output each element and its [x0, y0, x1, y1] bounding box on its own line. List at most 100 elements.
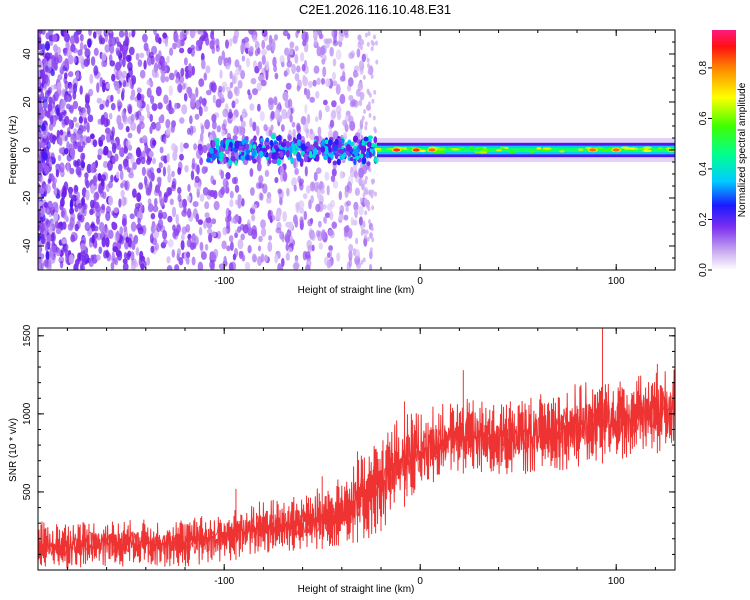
noise-cell: [146, 103, 150, 113]
noise-cell: [358, 177, 363, 187]
noise-cell: [69, 148, 76, 158]
noise-cell: [149, 125, 153, 135]
noise-cell: [157, 37, 162, 45]
noise-cell: [358, 216, 363, 226]
onset-cell: [230, 155, 236, 162]
noise-cell: [225, 172, 231, 180]
noise-cell: [200, 35, 206, 42]
noise-cell: [294, 45, 299, 52]
noise-cell: [274, 177, 279, 184]
noise-cell: [268, 100, 274, 111]
noise-cell: [92, 139, 98, 148]
noise-cell: [77, 49, 83, 57]
noise-cell: [58, 147, 64, 155]
noise-cell: [85, 136, 92, 144]
noise-cell: [133, 261, 139, 268]
noise-cell: [329, 47, 334, 57]
noise-cell: [303, 210, 307, 221]
colorbar-tick-label: 0.8: [698, 61, 709, 75]
noise-cell: [112, 258, 117, 264]
noise-cell: [122, 79, 127, 88]
noise-cell: [226, 245, 231, 252]
noise-cell: [38, 139, 41, 150]
noise-cell: [150, 95, 155, 105]
noise-cell: [282, 91, 289, 102]
noise-cell: [309, 181, 316, 192]
noise-cell: [353, 71, 359, 78]
noise-cell: [51, 175, 56, 182]
noise-cell: [93, 31, 97, 39]
noise-cell: [294, 73, 300, 82]
noise-cell: [360, 230, 364, 236]
noise-cell: [125, 236, 130, 243]
noise-cell: [194, 113, 200, 120]
noise-cell: [102, 149, 109, 156]
noise-cell: [43, 184, 48, 192]
noise-cell: [187, 184, 191, 192]
noise-cell: [69, 84, 75, 94]
noise-cell: [127, 132, 133, 139]
noise-cell: [180, 239, 185, 251]
noise-cell: [200, 52, 205, 62]
noise-cell: [69, 104, 74, 115]
noise-cell: [285, 243, 289, 251]
noise-cell: [189, 115, 193, 125]
noise-cell: [345, 206, 349, 213]
onset-cell: [323, 145, 329, 153]
noise-cell: [198, 106, 203, 117]
noise-cell: [123, 225, 128, 233]
noise-cell: [100, 134, 106, 141]
noise-cell: [228, 262, 234, 270]
onset-cell: [361, 141, 366, 146]
noise-cell: [130, 121, 137, 131]
noise-cell: [336, 111, 342, 121]
noise-cell: [65, 216, 69, 223]
noise-cell: [181, 233, 185, 241]
noise-cell: [96, 97, 103, 104]
noise-cell: [157, 218, 164, 230]
noise-cell: [231, 100, 236, 109]
noise-cell: [59, 129, 64, 136]
noise-cell: [108, 30, 113, 34]
noise-cell: [348, 244, 354, 252]
noise-cell: [318, 201, 324, 213]
noise-cell: [211, 113, 217, 123]
noise-cell: [325, 105, 330, 113]
colorbar: 0.0 0.2 0.4 0.6 0.8 Normalized spectral ampl…: [698, 30, 748, 277]
noise-cell: [101, 237, 107, 248]
snr-frame: [37, 327, 676, 571]
onset-cell: [300, 143, 306, 151]
noise-cell: [56, 46, 62, 55]
noise-cell: [121, 70, 128, 79]
noise-cell: [371, 98, 375, 104]
noise-cell: [336, 252, 341, 262]
noise-cell: [367, 101, 371, 107]
noise-cell: [45, 77, 51, 87]
noise-cell: [326, 185, 330, 196]
noise-cell: [69, 221, 74, 230]
noise-cell: [286, 187, 290, 197]
noise-cell: [72, 100, 79, 110]
noise-cell: [353, 170, 358, 179]
onset-cell: [361, 157, 367, 165]
noise-cell: [298, 200, 305, 209]
noise-cell: [259, 111, 265, 122]
noise-cell: [331, 71, 337, 81]
noise-cell: [275, 227, 282, 234]
noise-cell: [74, 223, 79, 232]
noise-cell: [152, 205, 159, 213]
noise-cell: [342, 119, 348, 127]
noise-cell: [351, 99, 357, 107]
noise-cell: [137, 227, 144, 235]
noise-cell: [339, 30, 346, 38]
noise-cell: [211, 30, 215, 36]
noise-cell: [109, 60, 116, 67]
noise-cell: [275, 211, 281, 221]
noise-cell: [141, 135, 148, 144]
noise-cell: [150, 213, 156, 220]
noise-cell: [143, 60, 147, 70]
noise-cell: [148, 51, 154, 59]
onset-cell: [332, 160, 337, 166]
onset-cell: [343, 152, 347, 158]
noise-cell: [221, 123, 226, 131]
